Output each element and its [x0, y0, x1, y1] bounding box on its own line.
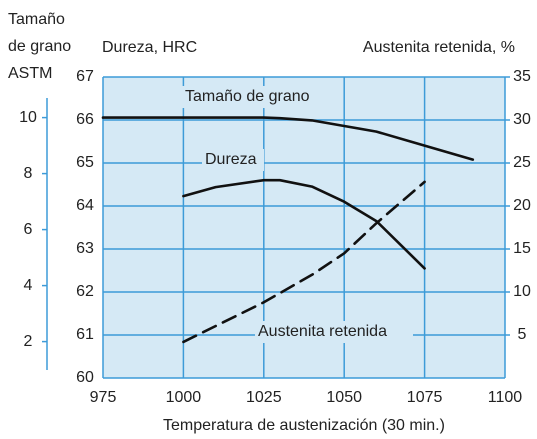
x-tick-label: 1075 [407, 389, 443, 406]
y-tick-label: 64 [76, 197, 94, 214]
x-tick-label: 975 [90, 389, 117, 406]
y3-tick-label: 2 [24, 333, 33, 350]
y-tick-label: 61 [76, 326, 94, 343]
y-tick-label: 66 [76, 111, 94, 128]
y2-tick-label: 20 [513, 197, 531, 214]
y3-tick-label: 6 [24, 221, 33, 238]
y3-axis-title: de grano [8, 38, 71, 55]
y2-tick-label: 25 [513, 154, 531, 171]
annotation-bg [182, 86, 342, 108]
series-line [101, 116, 475, 161]
y3-axis-title: Tamaño [8, 11, 65, 28]
y-tick-label: 62 [76, 283, 94, 300]
y-tick-label: 60 [76, 369, 94, 386]
y3-axis-title: ASTM [8, 65, 52, 82]
annotation-bg [255, 321, 413, 343]
y2-tick-label: 35 [513, 68, 531, 85]
y2-tick-label: 30 [513, 111, 531, 128]
y3-tick-label: 10 [19, 109, 37, 126]
annotation: Austenita retenida [258, 323, 387, 340]
y2-tick-label: 15 [513, 240, 531, 257]
y3-tick-label: 8 [24, 165, 33, 182]
x-tick-label: 1050 [326, 389, 362, 406]
x-tick-label: 1100 [488, 389, 523, 406]
y-axis-title: Dureza, HRC [102, 39, 197, 56]
x-tick-label: 1025 [246, 389, 282, 406]
series-line [182, 178, 426, 270]
annotation-bg [202, 149, 264, 171]
y-tick-label: 65 [76, 154, 94, 171]
annotation: Dureza [205, 151, 257, 168]
y3-tick-label: 4 [24, 277, 33, 294]
y-tick-label: 63 [76, 240, 94, 257]
annotation: Tamaño de grano [185, 88, 310, 105]
y2-tick-label: 5 [518, 326, 527, 343]
x-tick-label: 1000 [166, 389, 202, 406]
y2-tick-label: 10 [513, 283, 531, 300]
x-axis-title: Temperatura de austenización (30 min.) [163, 417, 445, 434]
y2-axis-title: Austenita retenida, % [363, 39, 515, 56]
y-tick-label: 67 [76, 68, 94, 85]
series-line [182, 180, 426, 344]
